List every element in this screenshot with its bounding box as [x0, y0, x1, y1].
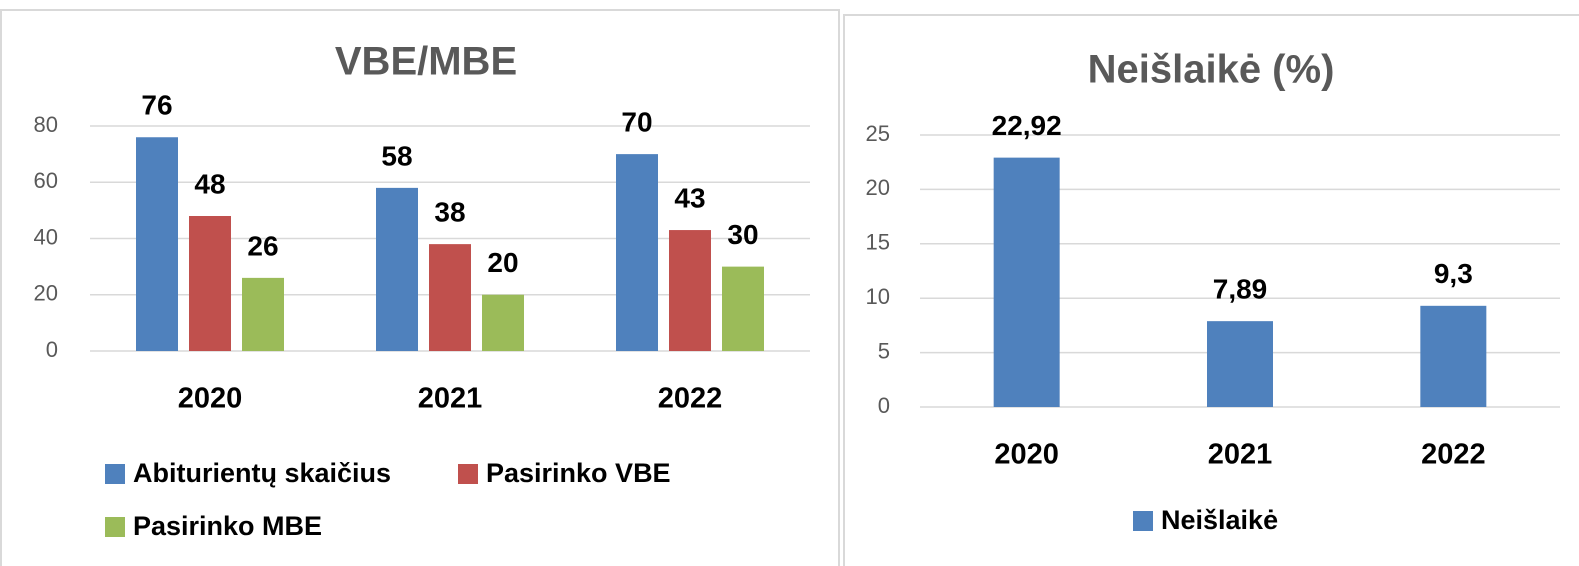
data-label: 9,3: [1434, 258, 1473, 289]
legend-swatch: [105, 517, 125, 537]
y-tick-label: 10: [866, 284, 890, 309]
bar: [669, 230, 711, 351]
legend-swatch: [105, 464, 125, 484]
y-tick-label: 20: [34, 281, 58, 306]
legend-swatch: [458, 464, 478, 484]
bar: [722, 266, 764, 351]
x-tick-label: 2021: [1208, 439, 1273, 471]
legend-label: Pasirinko MBE: [133, 511, 322, 541]
data-label: 20: [487, 247, 518, 278]
legend-label: Abiturientų skaičius: [133, 458, 391, 488]
y-tick-label: 80: [34, 112, 58, 137]
chart-title: Neišlaikė (%): [1088, 48, 1335, 92]
data-label: 7,89: [1213, 274, 1268, 305]
x-tick-label: 2022: [658, 383, 723, 415]
bar: [993, 157, 1060, 407]
legend-label: Pasirinko VBE: [486, 458, 671, 488]
data-label: 48: [194, 168, 225, 199]
y-tick-label: 0: [878, 393, 890, 418]
data-label: 70: [621, 107, 652, 138]
chart-title: VBE/MBE: [335, 40, 517, 84]
bar: [136, 137, 178, 351]
legend-swatch: [1133, 511, 1153, 531]
bar: [482, 294, 524, 351]
data-label: 58: [381, 140, 412, 171]
chart-frame: [843, 14, 1579, 566]
data-label: 38: [434, 197, 465, 228]
data-label: 22,92: [992, 110, 1062, 141]
x-tick-label: 2020: [994, 439, 1059, 471]
bar: [189, 216, 231, 351]
y-tick-label: 40: [34, 224, 58, 249]
data-label: 43: [674, 182, 705, 213]
data-label: 26: [247, 230, 278, 261]
bar: [376, 187, 418, 351]
x-tick-label: 2021: [418, 383, 483, 415]
x-tick-label: 2022: [1421, 439, 1486, 471]
y-tick-label: 5: [878, 338, 890, 363]
legend-label: Neišlaikė: [1161, 505, 1278, 535]
chart-frame: [0, 9, 840, 566]
bar: [242, 277, 284, 351]
y-tick-label: 20: [866, 175, 890, 200]
x-tick-label: 2020: [178, 383, 243, 415]
y-tick-label: 25: [866, 121, 890, 146]
data-label: 76: [141, 90, 172, 121]
y-tick-label: 60: [34, 168, 58, 193]
data-label: 30: [727, 219, 758, 250]
bar: [1420, 305, 1487, 407]
bar: [616, 154, 658, 351]
bar: [429, 244, 471, 351]
bar: [1207, 321, 1273, 407]
y-tick-label: 0: [46, 337, 58, 362]
y-tick-label: 15: [866, 230, 890, 255]
